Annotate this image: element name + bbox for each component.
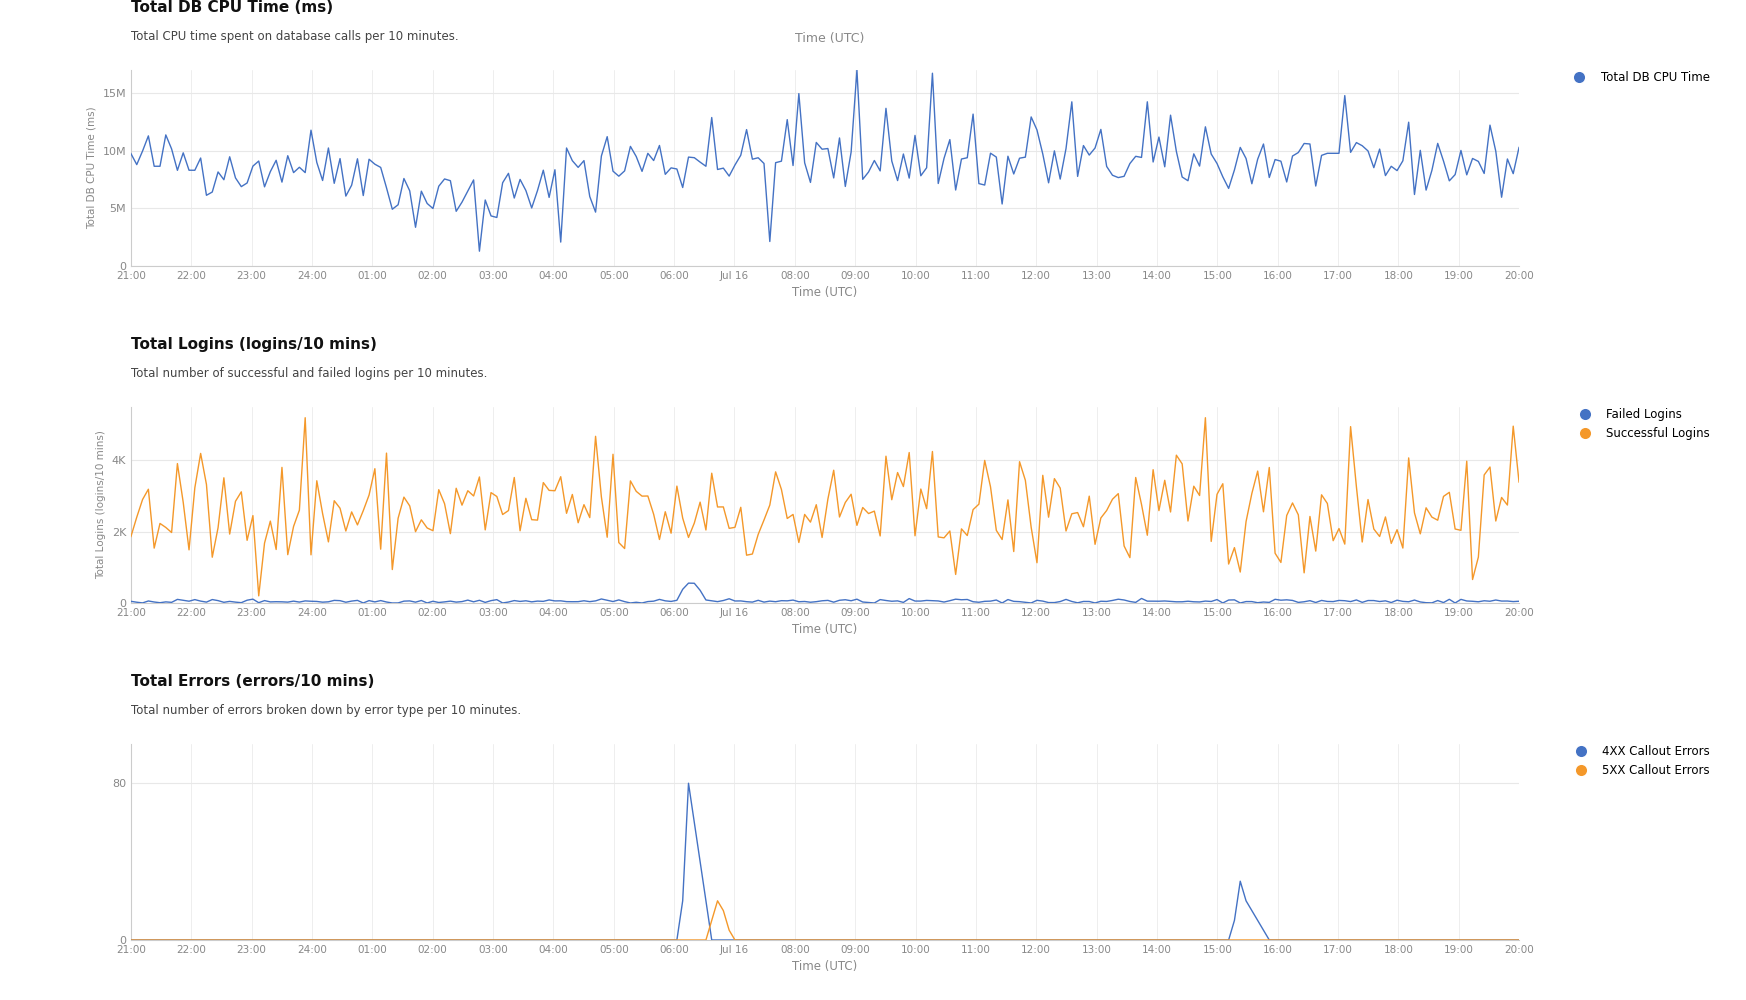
Text: Total number of successful and failed logins per 10 minutes.: Total number of successful and failed lo… — [131, 367, 487, 380]
Text: Total CPU time spent on database calls per 10 minutes.: Total CPU time spent on database calls p… — [131, 30, 459, 43]
Legend: Failed Logins, Successful Logins: Failed Logins, Successful Logins — [1568, 403, 1715, 444]
Y-axis label: Total DB CPU Time (ms): Total DB CPU Time (ms) — [87, 107, 98, 229]
X-axis label: Time (UTC): Time (UTC) — [793, 286, 857, 299]
Legend: 4XX Callout Errors, 5XX Callout Errors: 4XX Callout Errors, 5XX Callout Errors — [1564, 740, 1715, 782]
Y-axis label: Total Logins (logins/10 mins): Total Logins (logins/10 mins) — [96, 431, 107, 579]
Text: Time (UTC): Time (UTC) — [794, 32, 864, 45]
Text: Total number of errors broken down by error type per 10 minutes.: Total number of errors broken down by er… — [131, 704, 520, 717]
Text: Total Logins (logins/10 mins): Total Logins (logins/10 mins) — [131, 337, 377, 352]
Text: Total DB CPU Time (ms): Total DB CPU Time (ms) — [131, 0, 333, 15]
Legend: Total DB CPU Time: Total DB CPU Time — [1563, 66, 1715, 89]
X-axis label: Time (UTC): Time (UTC) — [793, 623, 857, 636]
X-axis label: Time (UTC): Time (UTC) — [793, 960, 857, 973]
Text: Total Errors (errors/10 mins): Total Errors (errors/10 mins) — [131, 674, 374, 689]
